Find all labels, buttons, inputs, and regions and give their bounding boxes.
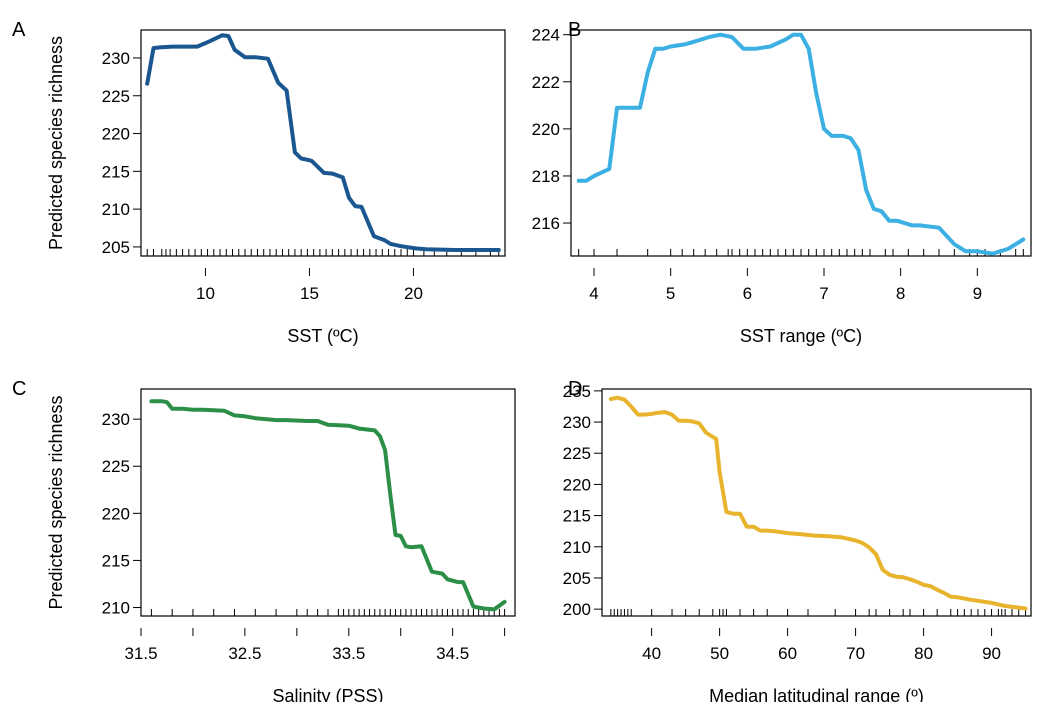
y-tick-label: 205: [563, 569, 591, 588]
panel-c: C 31.5 32.5 33.5 34.5 210 215 220 225 230 Salinity…: [12, 378, 516, 702]
x-axis-label: SST range (ºC): [740, 326, 862, 346]
y-tick-label: 230: [102, 49, 130, 68]
panel-label: B: [568, 19, 581, 41]
x-tick-label: 33.5: [332, 644, 365, 663]
panel-a: A 10 15 20 205 210 215 220 225 230 SST (ºC) Predict…: [12, 19, 506, 346]
y-tick-label: 215: [102, 551, 130, 570]
y-tick-label: 225: [102, 457, 130, 476]
x-axis-label: Salinity (PSS): [272, 686, 383, 702]
x-axis-label: SST (ºC): [287, 326, 358, 346]
x-tick-label: 90: [982, 644, 1001, 663]
y-tick-label: 205: [102, 238, 130, 257]
x-tick-label: 5: [666, 284, 675, 303]
y-tick-label: 215: [563, 507, 591, 526]
x-tick-label: 20: [404, 284, 423, 303]
panel-label: D: [568, 378, 582, 400]
x-tick-label: 31.5: [124, 644, 157, 663]
y-tick-label: 220: [102, 504, 130, 523]
plot-frame: [601, 388, 1032, 617]
x-tick-label: 70: [846, 644, 865, 663]
series-line: [576, 32, 1026, 256]
y-tick-label: 230: [563, 413, 591, 432]
plot-frame: [570, 29, 1032, 257]
x-tick-label: 4: [589, 284, 598, 303]
x-tick-label: 6: [743, 284, 752, 303]
y-tick-label: 210: [102, 599, 130, 618]
y-tick-label: 216: [532, 214, 560, 233]
x-tick-label: 10: [196, 284, 215, 303]
x-axis-label: Median latitudinal range (º): [709, 686, 924, 702]
y-tick-label: 220: [563, 475, 591, 494]
y-tick-label: 224: [532, 26, 560, 45]
x-tick-label: 8: [896, 284, 905, 303]
y-tick-label: 222: [532, 73, 560, 92]
y-tick-label: 230: [102, 410, 130, 429]
y-tick-label: 225: [563, 444, 591, 463]
y-tick-label: 225: [102, 87, 130, 106]
panel-label: A: [12, 19, 26, 41]
x-tick-label: 34.5: [436, 644, 469, 663]
y-tick-label: 218: [532, 167, 560, 186]
series-line: [608, 395, 1028, 611]
x-tick-label: 9: [973, 284, 982, 303]
series-line: [149, 399, 507, 612]
plot-frame: [140, 29, 506, 257]
y-tick-label: 200: [563, 600, 591, 619]
panel-d: D 40 50 60 70 80 90 200 205 210 215 220 225 230 235 Med…: [563, 378, 1032, 702]
x-tick-label: 32.5: [228, 644, 261, 663]
y-axis-label: Predicted species richness: [46, 36, 66, 250]
x-tick-label: 7: [819, 284, 828, 303]
y-tick-label: 235: [563, 382, 591, 401]
y-tick-label: 220: [532, 120, 560, 139]
y-tick-label: 210: [563, 538, 591, 557]
y-tick-label: 220: [102, 125, 130, 144]
y-tick-label: 210: [102, 200, 130, 219]
x-tick-label: 60: [778, 644, 797, 663]
x-tick-label: 50: [710, 644, 729, 663]
panel-b: B 4 5 6 7 8 9 216 218 220 222 224 SST range (ºC): [532, 19, 1032, 346]
x-tick-label: 80: [914, 644, 933, 663]
series-line: [145, 33, 501, 252]
x-tick-label: 15: [300, 284, 319, 303]
y-axis-label: Predicted species richness: [46, 395, 66, 609]
x-tick-label: 40: [642, 644, 661, 663]
panel-label: C: [12, 378, 26, 400]
y-tick-label: 215: [102, 162, 130, 181]
